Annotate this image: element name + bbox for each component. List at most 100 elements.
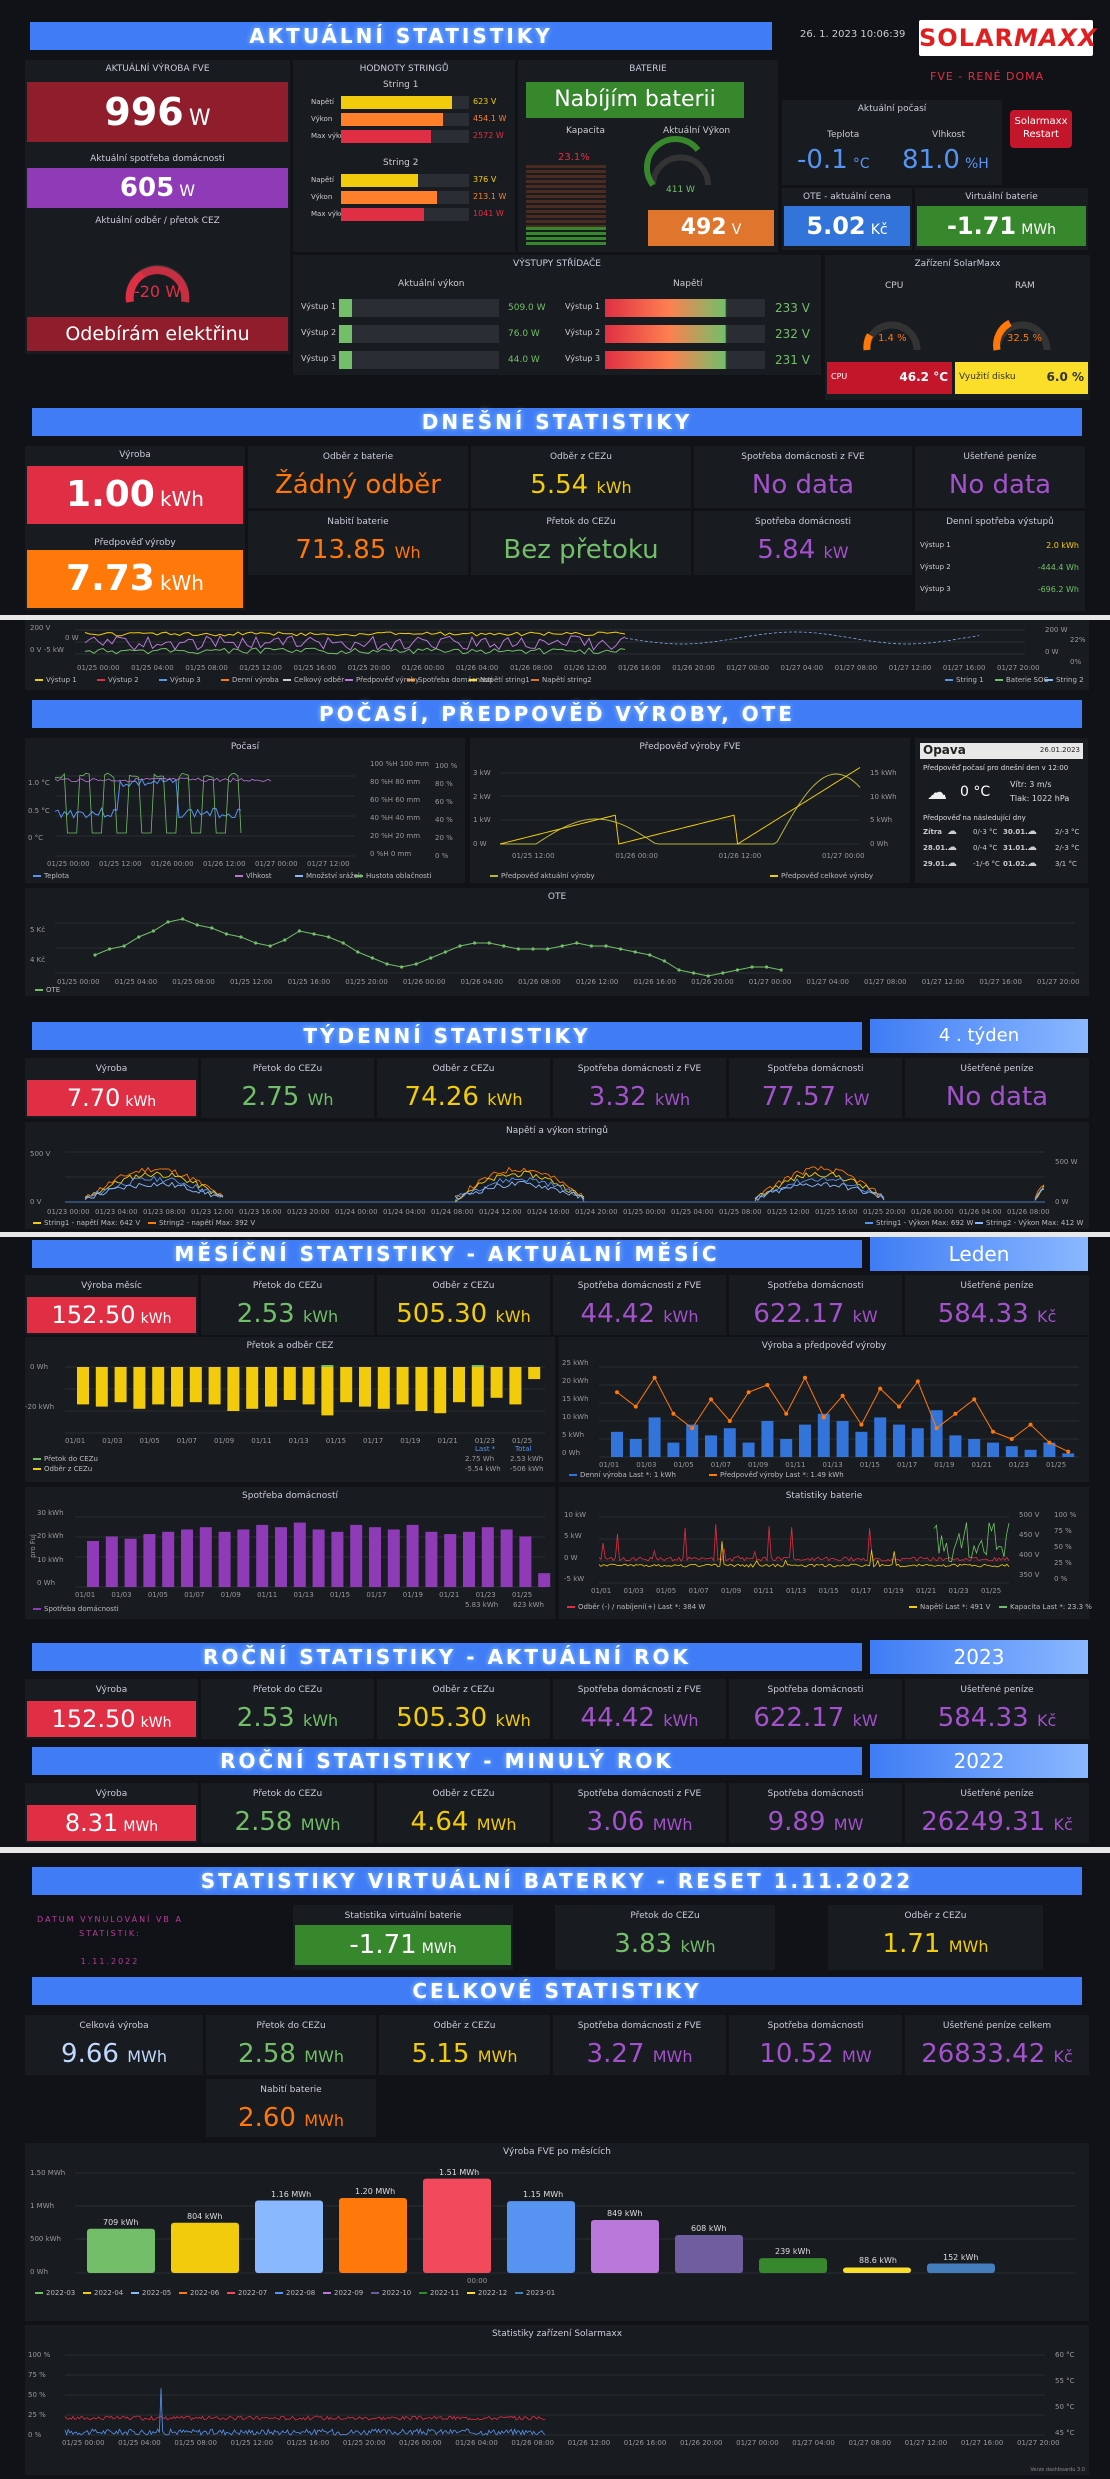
month-saved: Ušetřené peníze 584.33 Kč — [905, 1275, 1089, 1335]
legend-item[interactable]: Odběr (-) / nabíjení(+) Last *: 384 W — [567, 1603, 705, 1611]
x-tick-label: 01/13 — [786, 1587, 807, 1595]
bar-value-label: 239 kWh — [775, 2247, 811, 2257]
legend-item[interactable]: String1 - napětí Max: 642 V — [33, 1219, 140, 1227]
legend-item[interactable]: Předpověď celkové výroby — [770, 872, 873, 880]
legend-item[interactable]: String2 - napětí Max: 392 V — [148, 1219, 255, 1227]
legend-item[interactable]: Předpověď aktuální výroby — [490, 872, 595, 880]
forecast-point — [615, 1390, 619, 1395]
legend-item[interactable]: 2022-07 — [227, 2289, 267, 2297]
month-grid-chart: Přetok a odběr CEZ 0 Wh -20 kWh 01/01 01/03 0… — [25, 1337, 555, 1482]
x-tick-label: 01/27 16:00 — [942, 664, 986, 672]
legend-item[interactable]: 2022-09 — [323, 2289, 363, 2297]
legend-item[interactable]: String 1 — [945, 676, 984, 684]
legend-item[interactable]: 2022-08 — [275, 2289, 315, 2297]
legend-item[interactable]: Odběr z CEZu — [33, 1465, 92, 1473]
output-voltage-bar — [605, 351, 765, 369]
x-tick-label: 01/15 — [818, 1587, 839, 1595]
legend-item[interactable]: Přetok do CEZu — [33, 1455, 98, 1463]
legend-item[interactable]: Výstup 3 — [159, 676, 201, 684]
legend-item[interactable]: OTE — [35, 986, 60, 994]
y-tick-label: 5 kW — [564, 1532, 582, 1541]
legend-item[interactable]: Předpověď výroby Last *: 1.49 kWh — [709, 1471, 844, 1479]
x-tick-label: 01/26 04:00 — [455, 664, 499, 672]
total-grid: Odběr z CEZu 5.15 MWh — [379, 2015, 550, 2075]
grid-value: -20 W — [133, 282, 182, 301]
y-tick-label: 100 % — [28, 2351, 51, 2359]
ote-price-point — [93, 953, 97, 957]
y-tick-label: 500 W — [1055, 1158, 1078, 1166]
legend-item[interactable]: Denní výroba — [221, 676, 279, 684]
grid-import-bar — [340, 1367, 353, 1403]
legend-item[interactable]: 2022-04 — [83, 2289, 123, 2297]
x-tick-label: 01/19 — [883, 1587, 904, 1595]
ote-panel: OTE - aktuální cena 5.02 Kč — [782, 188, 912, 250]
legend-item[interactable]: Napětí string2 — [531, 676, 592, 684]
legend-item[interactable]: Napětí string1 — [469, 676, 530, 684]
legend-item[interactable]: Vlhkost — [235, 872, 272, 880]
x-tick-label: 01/26 20:00 — [679, 2439, 723, 2447]
legend-item[interactable]: Napětí Last *: 491 V — [909, 1603, 990, 1611]
monthly-production-chart: Výroba FVE po měsících 709 kWh 804 kWh 1.1… — [25, 2143, 1089, 2321]
stat-header: Last * — [475, 1445, 496, 1453]
string-row-value: 2572 W — [473, 131, 504, 140]
legend-item[interactable]: Denní výroba Last *: 1 kWh — [569, 1471, 676, 1479]
monthly-production-bar — [423, 2178, 491, 2273]
daily-production-bar — [667, 1442, 680, 1457]
legend-item[interactable]: 2023-01 — [515, 2289, 555, 2297]
legend-item[interactable]: 2022-10 — [371, 2289, 411, 2297]
y-tick-label: 100 % — [1054, 1511, 1077, 1519]
y-tick-label: 60 °C — [1055, 2351, 1075, 2359]
section-title-total: CELKOVÉ STATISTIKY — [32, 1977, 1082, 2005]
today-fc-value: 7.73 kWh — [27, 550, 243, 608]
legend-item[interactable]: Baterie SOC — [995, 676, 1048, 684]
legend-stat: -5.54 kWh — [465, 1465, 501, 1473]
legend-item[interactable]: Celkový odběr — [283, 676, 344, 684]
x-tick-label: 01/25 08:00 — [172, 978, 215, 986]
legend-item[interactable]: String 2 — [1045, 676, 1084, 684]
string-row-label: Výkon — [311, 193, 333, 201]
legend-item[interactable]: String1 - Výkon Max: 692 W — [865, 1219, 973, 1227]
x-tick-label: 01/26 16:00 — [633, 978, 677, 986]
section-total: STATISTIKY VIRTUÁLNÍ BATERKY - RESET 1.1… — [0, 1853, 1110, 2479]
y-tick-label: 10 kW — [564, 1511, 587, 1519]
y-tick-label: 10 kWh — [37, 1555, 64, 1564]
monthly-production-bar — [171, 2222, 239, 2273]
daily-production-bar — [987, 1442, 999, 1457]
ote-price-point — [502, 944, 506, 948]
legend-item[interactable]: Spotřeba domácnosti — [407, 676, 493, 684]
restart-button[interactable]: Solarmaxx Restart — [1010, 110, 1072, 148]
today-prod-value: 1.00 kWh — [27, 466, 243, 524]
vbat-panel: Virtuální baterie -1.71 MWh — [915, 188, 1088, 250]
legend-item[interactable]: 2022-03 — [35, 2289, 75, 2297]
grid-import-bar — [509, 1367, 522, 1405]
x-tick-label: 01/25 — [1046, 1461, 1067, 1469]
legend-item[interactable]: 2022-05 — [131, 2289, 171, 2297]
legend-item[interactable]: Kapacita Last *: 23.3 % — [999, 1603, 1092, 1611]
legend-item[interactable]: Výstup 2 — [97, 676, 139, 684]
legend-item[interactable]: 2022-06 — [179, 2289, 219, 2297]
legend-item[interactable]: Spotřeba domácnosti — [33, 1605, 119, 1613]
legend-item[interactable]: Množství srážek — [295, 872, 362, 880]
battery-gauge — [644, 136, 711, 187]
legend-item[interactable]: 2022-12 — [467, 2289, 507, 2297]
legend-item[interactable]: Teplota — [33, 872, 69, 880]
daily-output-value: 2.0 kWh — [1046, 541, 1079, 550]
y-tick-label: 100 % — [435, 762, 458, 770]
x-tick-label: 01/27 04:00 — [806, 978, 849, 986]
legend-item[interactable]: Výstup 1 — [35, 676, 77, 684]
string-week-line — [84, 1166, 224, 1199]
battery-panel: BATERIE Nabíjím baterii Kapacita 23.1% A… — [518, 60, 778, 252]
legend-item[interactable]: String2 - Výkon Max: 412 W — [975, 1219, 1083, 1227]
y-tick-label: 60 % — [435, 798, 453, 806]
x-tick-label: 01/26 08:00 — [518, 978, 561, 986]
x-tick-label: 01/13 — [293, 1591, 314, 1599]
weather-panel: Aktuální počasí Teplota Vlhkost -0.1 °C … — [782, 100, 1002, 185]
x-tick-label: 01/27 00:00 — [748, 978, 792, 986]
legend-item[interactable]: Hustota oblačnosti — [355, 872, 432, 880]
x-tick-label: 01/27 20:00 — [1017, 2439, 1060, 2447]
legend-item[interactable]: Předpověď výroby — [345, 676, 419, 684]
vb-grid: Odběr z CEZu 1.71 MWh — [828, 1905, 1043, 1970]
today-home: Spotřeba domácnosti 5.84 kW — [694, 511, 912, 575]
ote-price-point — [721, 971, 725, 975]
legend-item[interactable]: 2022-11 — [419, 2289, 459, 2297]
